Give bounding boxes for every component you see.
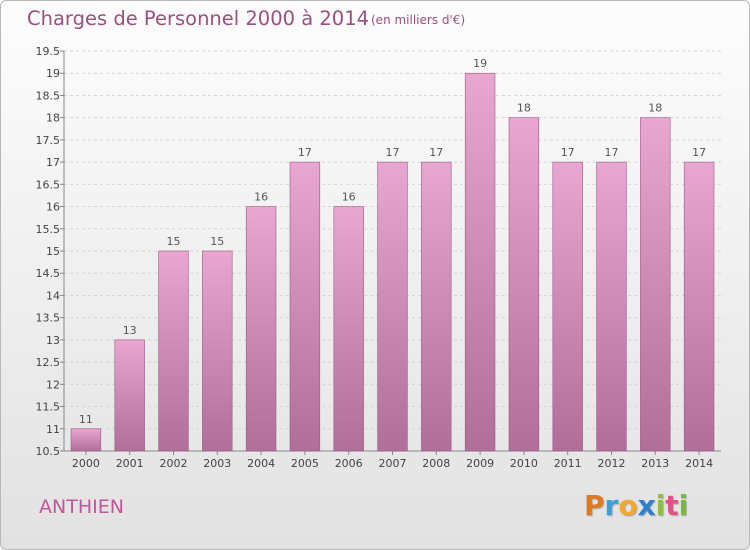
x-tick-label-2005: 2005 <box>291 457 319 470</box>
bar-2004 <box>245 206 277 452</box>
x-tick-label-2002: 2002 <box>160 457 188 470</box>
logo-letter: i <box>678 489 689 522</box>
bar-2013 <box>640 117 671 452</box>
bar-2011 <box>552 161 583 452</box>
y-tick-label: 18 <box>46 112 60 125</box>
x-tick-label-2014: 2014 <box>685 457 713 470</box>
data-label-2001: 13 <box>123 324 137 337</box>
chart-subtitle: (en milliers d'€) <box>371 13 466 27</box>
logo-letter: i <box>655 489 666 522</box>
y-tick-label: 17 <box>46 156 60 169</box>
x-tick-label-2009: 2009 <box>466 457 494 470</box>
x-tick-label-2011: 2011 <box>554 457 582 470</box>
y-tick-labels: 10.5 11 11.5 12 12.5 13 13.5 14 14.5 15 15.5 16 16.5… <box>36 45 61 458</box>
data-label-2010: 18 <box>517 102 531 115</box>
y-tick-label: 10.5 <box>36 445 61 458</box>
bar-2007 <box>377 161 408 452</box>
x-tick-label-2008: 2008 <box>422 457 450 470</box>
data-label-2014: 17 <box>692 146 706 159</box>
y-tick-label: 15.5 <box>36 223 61 236</box>
x-tick-label-2004: 2004 <box>247 457 275 470</box>
data-label-2007: 17 <box>386 146 400 159</box>
data-label-2008: 17 <box>429 146 443 159</box>
proxiti-logo[interactable]: Proxiti <box>584 489 688 522</box>
y-tick-label: 12 <box>46 378 60 391</box>
data-label-2012: 17 <box>605 146 619 159</box>
x-tick-labels: 2000 2001 2002 2003 2004 2005 2006 2007 2008 2009… <box>72 451 713 470</box>
bar-2000 <box>70 428 102 452</box>
y-tick-label: 17.5 <box>36 134 61 147</box>
y-tick-label: 14 <box>46 289 60 302</box>
chart-title: Charges de Personnel 2000 à 2014 <box>27 7 370 30</box>
data-label-2003: 15 <box>210 235 224 248</box>
x-tick-label-2001: 2001 <box>116 457 144 470</box>
data-label-2011: 17 <box>561 146 575 159</box>
data-label-2013: 18 <box>648 102 662 115</box>
y-tick-label: 11.5 <box>36 401 61 414</box>
logo-letter: P <box>584 489 605 522</box>
logo-letter: t <box>665 489 679 522</box>
y-tick-label: 14.5 <box>36 267 61 280</box>
x-tick-label-2000: 2000 <box>72 457 100 470</box>
data-label-2004: 16 <box>254 191 268 204</box>
x-tick-label-2010: 2010 <box>510 457 538 470</box>
y-tick-label: 13.5 <box>36 312 61 325</box>
y-tick-label: 15 <box>46 245 60 258</box>
bar-2008 <box>421 161 452 452</box>
y-tick-label: 18.5 <box>36 89 61 102</box>
x-tick-label-2007: 2007 <box>379 457 407 470</box>
x-tick-label-2013: 2013 <box>641 457 669 470</box>
data-label-2002: 15 <box>167 235 181 248</box>
x-tick-label-2006: 2006 <box>335 457 363 470</box>
data-label-2005: 17 <box>298 146 312 159</box>
bar-2012 <box>596 161 627 452</box>
bar-2001 <box>114 339 145 452</box>
logo-letter: o <box>618 489 638 522</box>
logo-letter: x <box>637 489 656 522</box>
x-tick-label-2012: 2012 <box>598 457 626 470</box>
data-labels: 11 13 15 15 16 17 16 17 17 19 18 17 17 18 17 <box>79 57 706 426</box>
bar-2006 <box>333 206 364 452</box>
bar-2014 <box>683 161 715 452</box>
y-tick-label: 13 <box>46 334 60 347</box>
data-label-2006: 16 <box>342 191 356 204</box>
data-label-2000: 11 <box>79 413 93 426</box>
y-tick-label: 19 <box>46 67 60 80</box>
y-tick-label: 12.5 <box>36 356 61 369</box>
y-tick-label: 16 <box>46 201 60 214</box>
data-label-2009: 19 <box>473 57 487 70</box>
logo-letter: r <box>604 489 619 522</box>
bar-2010 <box>508 117 540 452</box>
town-name: ANTHIEN <box>39 496 124 518</box>
bar-2009 <box>464 72 496 452</box>
x-tick-label-2003: 2003 <box>203 457 231 470</box>
y-tick-label: 16.5 <box>36 178 61 191</box>
y-tick-label: 19.5 <box>36 45 61 58</box>
bar-2005 <box>289 161 321 452</box>
y-tick-label: 11 <box>46 423 60 436</box>
bars <box>70 72 715 452</box>
bar-2002 <box>158 250 189 452</box>
bar-2003 <box>202 250 233 452</box>
